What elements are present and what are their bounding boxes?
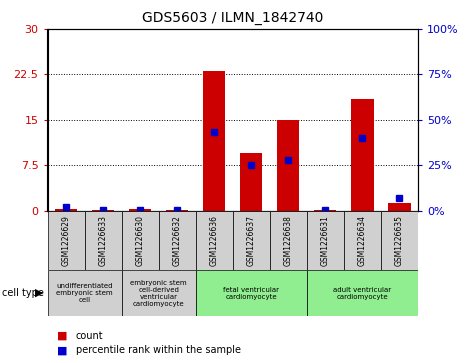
Text: GSM1226630: GSM1226630 bbox=[136, 215, 144, 266]
Bar bbox=[122, 270, 196, 316]
Text: GSM1226636: GSM1226636 bbox=[210, 215, 218, 266]
Title: GDS5603 / ILMN_1842740: GDS5603 / ILMN_1842740 bbox=[142, 11, 323, 25]
Text: ▶: ▶ bbox=[35, 288, 44, 298]
Bar bbox=[85, 211, 122, 270]
Text: embryonic stem
cell-derived
ventricular
cardiomyocyte: embryonic stem cell-derived ventricular … bbox=[130, 280, 187, 307]
Bar bbox=[196, 270, 307, 316]
Bar bbox=[122, 211, 159, 270]
Bar bbox=[352, 99, 373, 211]
Text: GSM1226629: GSM1226629 bbox=[62, 215, 70, 266]
Text: undifferentiated
embryonic stem
cell: undifferentiated embryonic stem cell bbox=[56, 283, 113, 303]
Bar bbox=[129, 209, 151, 211]
Text: GSM1226631: GSM1226631 bbox=[321, 215, 330, 266]
Bar bbox=[307, 211, 344, 270]
Text: ■: ■ bbox=[57, 331, 67, 341]
Bar bbox=[48, 211, 85, 270]
Text: percentile rank within the sample: percentile rank within the sample bbox=[76, 345, 241, 355]
Text: GSM1226634: GSM1226634 bbox=[358, 215, 367, 266]
Bar bbox=[307, 270, 418, 316]
Text: GSM1226637: GSM1226637 bbox=[247, 215, 256, 266]
Bar bbox=[344, 211, 381, 270]
Bar bbox=[314, 210, 336, 211]
Text: GSM1226632: GSM1226632 bbox=[173, 215, 181, 266]
Text: fetal ventricular
cardiomyocyte: fetal ventricular cardiomyocyte bbox=[223, 287, 279, 299]
Text: GSM1226638: GSM1226638 bbox=[284, 215, 293, 266]
Text: adult ventricular
cardiomyocyte: adult ventricular cardiomyocyte bbox=[333, 287, 391, 299]
Bar bbox=[203, 72, 225, 211]
Text: count: count bbox=[76, 331, 104, 341]
Bar bbox=[55, 209, 77, 211]
Bar bbox=[233, 211, 270, 270]
Bar bbox=[277, 120, 299, 211]
Text: cell type: cell type bbox=[2, 288, 44, 298]
Bar bbox=[196, 211, 233, 270]
Text: GSM1226633: GSM1226633 bbox=[99, 215, 107, 266]
Bar bbox=[240, 153, 262, 211]
Bar bbox=[381, 211, 418, 270]
Text: GSM1226635: GSM1226635 bbox=[395, 215, 404, 266]
Bar bbox=[159, 211, 196, 270]
Text: ■: ■ bbox=[57, 345, 67, 355]
Bar bbox=[92, 210, 114, 211]
Bar bbox=[270, 211, 307, 270]
Bar bbox=[48, 270, 122, 316]
Bar bbox=[389, 203, 410, 211]
